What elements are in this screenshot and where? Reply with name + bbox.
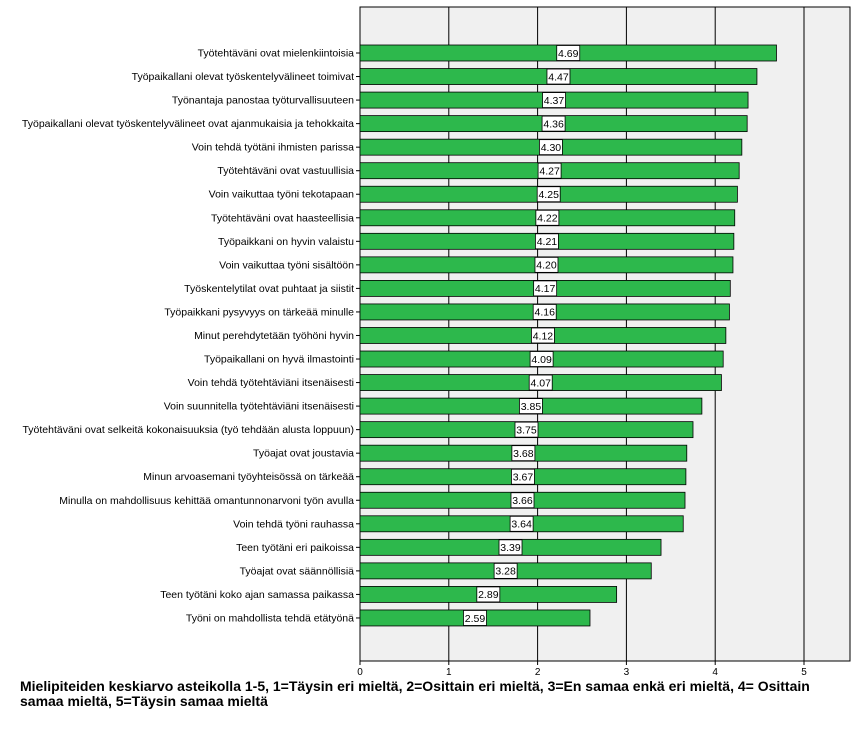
category-label: Työpaikkani pysyvyys on tärkeää minulle [164, 306, 354, 318]
data-label-box [509, 515, 534, 532]
data-label: 4.21 [537, 236, 558, 248]
category-label: Työnantaja panostaa työturvallisuuteen [172, 95, 354, 107]
data-label-box [519, 398, 543, 415]
data-label-box [541, 115, 566, 132]
data-label-box [532, 304, 557, 320]
x-tick-label: 3 [624, 667, 630, 678]
data-label: 3.39 [500, 542, 521, 554]
data-label-box [514, 421, 539, 438]
category-label: Voin tehdä työni rauhassa [233, 518, 354, 530]
x-tick-label: 1 [446, 667, 452, 678]
category-label: Voin tehdä työtehtäviäni itsenäisesti [188, 377, 354, 389]
data-label: 4.36 [543, 118, 564, 130]
data-label-box [556, 45, 581, 61]
data-label: 4.37 [544, 95, 565, 107]
data-label-box [476, 586, 501, 603]
data-label-box [534, 256, 559, 273]
category-label: Teen työtäni eri paikoissa [236, 542, 354, 554]
category-label: Työpaikallani olevat työskentelyvälineet… [22, 118, 354, 130]
data-label: 4.27 [539, 166, 560, 178]
category-label: Työpaikallani on hyvä ilmastointi [204, 354, 354, 366]
category-label: Voin vaikuttaa työni tekotapaan [209, 189, 355, 201]
data-label-box [511, 468, 535, 485]
data-label: 4.07 [530, 377, 551, 389]
category-labels: Työtehtäväni ovat mielenkiintoisia Työpai… [22, 48, 360, 624]
category-label: Työpaikkani on hyvin valaistu [218, 236, 354, 248]
data-label-box [493, 562, 518, 579]
data-label-box [531, 327, 555, 344]
x-tick-label: 0 [357, 667, 363, 678]
x-tick-label: 2 [535, 667, 541, 678]
data-label: 4.47 [548, 71, 569, 83]
data-label-box [537, 162, 562, 179]
category-label: Työtehtäväni ovat mielenkiintoisia [198, 48, 355, 60]
category-label: Minut perehdytetään työhöni hyvin [194, 330, 354, 342]
data-label: 4.17 [535, 283, 556, 295]
x-axis-title: Mielipiteiden keskiarvo asteikolla 1-5, … [20, 678, 810, 709]
data-label: 2.89 [478, 589, 499, 601]
data-label-box [498, 539, 523, 556]
category-label: Työajat ovat säännöllisiä [240, 565, 355, 577]
category-label: Voin suunnitella työtehtäviäni itsenäise… [164, 401, 354, 413]
data-label: 3.75 [516, 424, 537, 436]
category-label: Työtehtäväni ovat selkeitä kokonaisuuksi… [22, 424, 354, 436]
category-label: Työpaikallani olevat työskentelyvälineet… [132, 71, 354, 83]
data-label-box [546, 68, 571, 85]
data-label: 3.85 [521, 401, 542, 413]
data-label: 4.25 [538, 189, 559, 201]
data-label: 4.22 [537, 213, 558, 225]
data-label-box [539, 139, 563, 156]
category-label: Minulla on mahdollisuus kehittää omantun… [59, 495, 354, 507]
data-label: 2.59 [465, 613, 486, 625]
data-label: 3.66 [512, 495, 533, 507]
data-label: 4.12 [533, 330, 554, 342]
data-label: 4.16 [534, 307, 555, 319]
category-label: Minun arvoasemani työyhteisössä on tärke… [143, 471, 354, 483]
data-label-box [536, 186, 561, 203]
x-tick-label: 4 [712, 667, 718, 678]
category-label: Työni on mahdollista tehdä etätyönä [186, 612, 354, 624]
data-label: 3.64 [511, 519, 532, 531]
data-label-box [463, 610, 487, 626]
category-label: Työajat ovat joustavia [253, 448, 354, 460]
data-label: 4.20 [536, 260, 557, 272]
x-axis-ticks: 0 1 2 3 4 5 [357, 661, 807, 678]
category-label: Työtehtäväni ovat vastuullisia [217, 165, 354, 177]
data-label-box [535, 209, 560, 226]
data-label-box [535, 233, 559, 250]
data-label-box [510, 492, 535, 509]
category-label: Työskentelytilat ovat puhtaat ja siistit [184, 283, 354, 295]
data-label: 4.09 [531, 354, 552, 366]
data-label: 4.69 [558, 48, 579, 60]
data-label: 4.30 [541, 142, 562, 154]
data-label-box [533, 280, 558, 297]
x-tick-label: 5 [801, 667, 807, 678]
category-label: Työtehtäväni ovat haasteellisia [211, 212, 354, 224]
bar-chart: 4.69 4.47 4.37 4.36 4.30 4.27 4.25 4.22 4.21 4.20… [22, 6, 851, 678]
data-label-box [528, 374, 553, 391]
data-labels: 4.69 4.47 4.37 4.36 4.30 4.27 4.25 4.22 4.21 4.20… [463, 45, 581, 626]
category-label: Voin tehdä työtäni ihmisten parissa [192, 142, 354, 154]
data-label: 3.68 [513, 448, 534, 460]
data-label-box [542, 92, 566, 108]
data-label: 3.67 [513, 472, 534, 484]
category-label: Teen työtäni koko ajan samassa paikassa [160, 589, 354, 601]
data-label-box [529, 351, 554, 367]
category-label: Voin vaikuttaa työni sisältöön [219, 259, 354, 271]
data-label-box [511, 445, 536, 462]
data-label: 3.28 [495, 566, 516, 578]
